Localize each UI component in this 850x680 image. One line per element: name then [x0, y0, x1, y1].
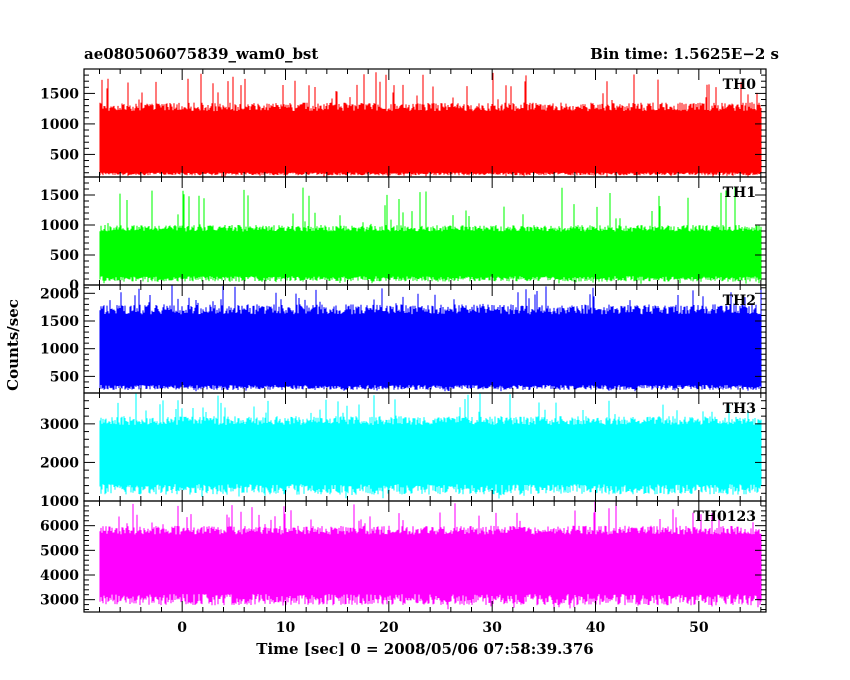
x-tick-label: 50 — [689, 620, 709, 636]
y-tick-label: 1500 — [40, 86, 79, 102]
series-th3 — [99, 393, 762, 499]
y-tick-label: 1000 — [40, 218, 79, 234]
y-tick-label: 5000 — [40, 543, 79, 559]
x-tick-label: 30 — [482, 620, 502, 636]
y-tick-label: 500 — [50, 147, 79, 163]
panel-th0: 500 1000 1500 TH0 — [40, 68, 767, 178]
y-tick-label: 2000 — [40, 286, 79, 302]
x-axis-label: Time [sec] 0 = 2008/05/06 07:58:39.376 — [256, 640, 593, 658]
panel-label: TH0 — [723, 77, 757, 93]
y-tick-label: 0 — [69, 278, 79, 294]
series-th0 — [99, 72, 762, 177]
x-tick-label: 10 — [276, 620, 296, 636]
y-tick-label: 3000 — [40, 417, 79, 433]
bin-time-label: Bin time: 1.5625E−2 s — [590, 45, 779, 63]
y-tick-label: 3000 — [40, 593, 79, 609]
y-tick-label: 500 — [50, 369, 79, 385]
panel-label: TH0123 — [693, 509, 756, 525]
panel-th0123: 3000 4000 5000 6000 TH0123 — [40, 500, 767, 613]
y-tick-label: 2000 — [40, 455, 79, 471]
panel-th3: 1000 2000 3000 TH3 — [40, 392, 767, 510]
y-tick-label: 500 — [50, 248, 79, 264]
series-th0123 — [99, 501, 762, 610]
panel-frame — [83, 500, 767, 613]
series-th2 — [99, 285, 762, 392]
y-tick-label: 4000 — [40, 568, 79, 584]
panel-th2: 500 1000 1500 2000 TH2 — [40, 284, 767, 394]
x-tick-label: 20 — [379, 620, 399, 636]
y-axis-label: Counts/sec — [4, 299, 22, 391]
y-tick-label: 1000 — [40, 342, 79, 358]
y-tick-label: 6000 — [40, 519, 79, 535]
panel-th1: 0 500 1000 1500 TH1 — [40, 176, 767, 294]
figure-title: ae080506075839_wam0_bst — [84, 45, 318, 63]
y-tick-label: 1500 — [40, 314, 79, 330]
panel-label: TH2 — [723, 293, 756, 309]
y-tick-label: 1500 — [40, 188, 79, 204]
panel-label: TH1 — [723, 185, 756, 201]
y-tick-label: 1000 — [40, 117, 79, 133]
x-tick-label: 0 — [177, 620, 187, 636]
x-tick-label: 40 — [586, 620, 606, 636]
panel-label: TH3 — [723, 401, 756, 417]
y-tick-label: 1000 — [40, 494, 79, 510]
series-th1 — [99, 186, 762, 284]
